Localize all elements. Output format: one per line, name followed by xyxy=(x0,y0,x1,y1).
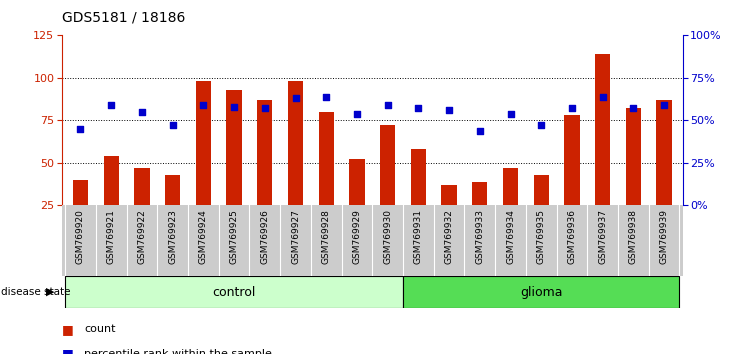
Bar xyxy=(403,276,680,308)
Bar xyxy=(318,112,334,248)
Point xyxy=(474,128,485,133)
Point xyxy=(259,105,271,111)
Point xyxy=(597,94,609,99)
Text: GDS5181 / 18186: GDS5181 / 18186 xyxy=(62,11,185,25)
Text: GSM769920: GSM769920 xyxy=(76,209,85,264)
Point xyxy=(166,122,178,128)
Text: glioma: glioma xyxy=(520,286,563,298)
Point xyxy=(105,102,117,108)
Text: GSM769926: GSM769926 xyxy=(261,209,269,264)
Bar xyxy=(165,175,180,248)
Point xyxy=(228,104,240,110)
Text: GSM769921: GSM769921 xyxy=(107,209,115,264)
Text: GSM769928: GSM769928 xyxy=(322,209,331,264)
Bar xyxy=(134,168,150,248)
Bar xyxy=(73,180,88,248)
Point xyxy=(504,111,516,116)
Text: GSM769925: GSM769925 xyxy=(229,209,239,264)
Text: GSM769933: GSM769933 xyxy=(475,209,484,264)
Text: GSM769923: GSM769923 xyxy=(168,209,177,264)
Point xyxy=(658,102,670,108)
Bar xyxy=(534,175,549,248)
Point xyxy=(74,126,86,132)
Point xyxy=(198,102,210,108)
Point xyxy=(351,111,363,116)
Text: GSM769936: GSM769936 xyxy=(567,209,577,264)
Text: GSM769939: GSM769939 xyxy=(660,209,669,264)
Text: GSM769938: GSM769938 xyxy=(629,209,638,264)
Bar xyxy=(503,168,518,248)
Point xyxy=(535,122,547,128)
Text: GSM769927: GSM769927 xyxy=(291,209,300,264)
Text: GSM769932: GSM769932 xyxy=(445,209,453,264)
Text: count: count xyxy=(84,324,115,334)
Text: GSM769934: GSM769934 xyxy=(506,209,515,264)
Point xyxy=(382,102,393,108)
Text: ■: ■ xyxy=(62,323,74,336)
Text: GSM769924: GSM769924 xyxy=(199,209,208,264)
Bar xyxy=(65,276,403,308)
Bar xyxy=(442,185,457,248)
Bar xyxy=(257,100,272,248)
Text: control: control xyxy=(212,286,255,298)
Bar xyxy=(349,159,364,248)
Bar xyxy=(196,81,211,248)
Point xyxy=(566,105,578,111)
Text: GSM769930: GSM769930 xyxy=(383,209,392,264)
Text: GSM769931: GSM769931 xyxy=(414,209,423,264)
Text: ■: ■ xyxy=(62,348,74,354)
Point xyxy=(412,105,424,111)
Bar xyxy=(626,108,641,248)
Bar xyxy=(288,81,303,248)
Bar xyxy=(595,54,610,248)
Point xyxy=(443,107,455,113)
Point xyxy=(136,109,147,115)
Bar xyxy=(104,156,119,248)
Bar xyxy=(411,149,426,248)
Text: GSM769937: GSM769937 xyxy=(598,209,607,264)
Bar xyxy=(656,100,672,248)
Text: GSM769929: GSM769929 xyxy=(353,209,361,264)
Text: percentile rank within the sample: percentile rank within the sample xyxy=(84,349,272,354)
Text: GSM769935: GSM769935 xyxy=(537,209,546,264)
Point xyxy=(320,94,332,99)
Text: disease state: disease state xyxy=(1,287,70,297)
Bar xyxy=(472,182,488,248)
Point xyxy=(628,105,639,111)
Text: GSM769922: GSM769922 xyxy=(137,209,147,264)
Text: ▶: ▶ xyxy=(46,287,55,297)
Bar xyxy=(380,125,396,248)
Point xyxy=(290,96,301,101)
Bar xyxy=(564,115,580,248)
Bar xyxy=(226,90,242,248)
